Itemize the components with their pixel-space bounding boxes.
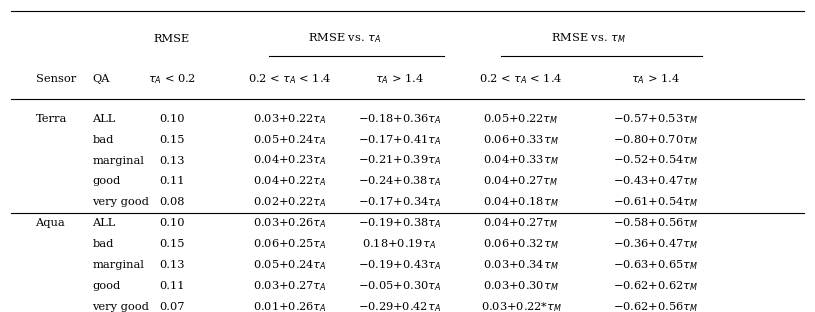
Text: 0.04+0.33$\tau_M$: 0.04+0.33$\tau_M$ bbox=[483, 154, 559, 168]
Text: 0.06+0.32$\tau_M$: 0.06+0.32$\tau_M$ bbox=[483, 237, 559, 251]
Text: QA: QA bbox=[92, 74, 110, 84]
Text: 0.13: 0.13 bbox=[159, 155, 185, 166]
Text: Aqua: Aqua bbox=[36, 218, 65, 228]
Text: 0.18+0.19$\tau_A$: 0.18+0.19$\tau_A$ bbox=[363, 237, 436, 251]
Text: $-$0.19+0.43$\tau_A$: $-$0.19+0.43$\tau_A$ bbox=[358, 258, 441, 272]
Text: $-$0.36+0.47$\tau_M$: $-$0.36+0.47$\tau_M$ bbox=[613, 237, 698, 251]
Text: $-$0.58+0.56$\tau_M$: $-$0.58+0.56$\tau_M$ bbox=[613, 216, 698, 230]
Text: 0.13: 0.13 bbox=[159, 260, 185, 270]
Text: RMSE vs. $\tau_M$: RMSE vs. $\tau_M$ bbox=[551, 32, 626, 46]
Text: $-$0.19+0.38$\tau_A$: $-$0.19+0.38$\tau_A$ bbox=[358, 216, 441, 230]
Text: $\tau_A$ < 0.2: $\tau_A$ < 0.2 bbox=[148, 72, 196, 85]
Text: 0.15: 0.15 bbox=[159, 135, 185, 145]
Text: 0.06+0.33$\tau_M$: 0.06+0.33$\tau_M$ bbox=[483, 133, 559, 147]
Text: 0.01+0.26$\tau_A$: 0.01+0.26$\tau_A$ bbox=[253, 300, 327, 312]
Text: marginal: marginal bbox=[92, 155, 144, 166]
Text: 0.04+0.23$\tau_A$: 0.04+0.23$\tau_A$ bbox=[253, 154, 327, 168]
Text: $-$0.62+0.62$\tau_M$: $-$0.62+0.62$\tau_M$ bbox=[613, 279, 698, 293]
Text: $-$0.29+0.42$\tau_A$: $-$0.29+0.42$\tau_A$ bbox=[358, 300, 441, 312]
Text: good: good bbox=[92, 176, 121, 187]
Text: $-$0.62+0.56$\tau_M$: $-$0.62+0.56$\tau_M$ bbox=[613, 300, 698, 312]
Text: 0.10: 0.10 bbox=[159, 218, 185, 228]
Text: $-$0.17+0.41$\tau_A$: $-$0.17+0.41$\tau_A$ bbox=[358, 133, 441, 147]
Text: 0.03+0.27$\tau_A$: 0.03+0.27$\tau_A$ bbox=[253, 279, 327, 293]
Text: $-$0.52+0.54$\tau_M$: $-$0.52+0.54$\tau_M$ bbox=[613, 154, 698, 168]
Text: 0.11: 0.11 bbox=[159, 176, 185, 187]
Text: $-$0.63+0.65$\tau_M$: $-$0.63+0.65$\tau_M$ bbox=[613, 258, 698, 272]
Text: 0.08: 0.08 bbox=[159, 197, 185, 207]
Text: Sensor: Sensor bbox=[36, 74, 76, 84]
Text: $\tau_A$ > 1.4: $\tau_A$ > 1.4 bbox=[631, 72, 680, 85]
Text: $-$0.05+0.30$\tau_A$: $-$0.05+0.30$\tau_A$ bbox=[358, 279, 441, 293]
Text: good: good bbox=[92, 281, 121, 291]
Text: $-$0.17+0.34$\tau_A$: $-$0.17+0.34$\tau_A$ bbox=[358, 195, 441, 209]
Text: 0.04+0.22$\tau_A$: 0.04+0.22$\tau_A$ bbox=[253, 174, 327, 188]
Text: 0.03+0.30$\tau_M$: 0.03+0.30$\tau_M$ bbox=[483, 279, 559, 293]
Text: marginal: marginal bbox=[92, 260, 144, 270]
Text: 0.15: 0.15 bbox=[159, 239, 185, 249]
Text: bad: bad bbox=[92, 135, 114, 145]
Text: 0.05+0.22$\tau_M$: 0.05+0.22$\tau_M$ bbox=[483, 112, 559, 126]
Text: $-$0.21+0.39$\tau_A$: $-$0.21+0.39$\tau_A$ bbox=[358, 154, 441, 168]
Text: $-$0.43+0.47$\tau_M$: $-$0.43+0.47$\tau_M$ bbox=[613, 174, 698, 188]
Text: 0.03+0.34$\tau_M$: 0.03+0.34$\tau_M$ bbox=[483, 258, 559, 272]
Text: $-$0.18+0.36$\tau_A$: $-$0.18+0.36$\tau_A$ bbox=[358, 112, 441, 126]
Text: $-$0.61+0.54$\tau_M$: $-$0.61+0.54$\tau_M$ bbox=[613, 195, 698, 209]
Text: 0.03+0.22*$\tau_M$: 0.03+0.22*$\tau_M$ bbox=[481, 300, 562, 312]
Text: 0.03+0.22$\tau_A$: 0.03+0.22$\tau_A$ bbox=[253, 112, 327, 126]
Text: ALL: ALL bbox=[92, 114, 116, 124]
Text: 0.04+0.27$\tau_M$: 0.04+0.27$\tau_M$ bbox=[483, 174, 559, 188]
Text: 0.04+0.18$\tau_M$: 0.04+0.18$\tau_M$ bbox=[483, 195, 559, 209]
Text: $-$0.80+0.70$\tau_M$: $-$0.80+0.70$\tau_M$ bbox=[613, 133, 698, 147]
Text: 0.06+0.25$\tau_A$: 0.06+0.25$\tau_A$ bbox=[253, 237, 327, 251]
Text: 0.05+0.24$\tau_A$: 0.05+0.24$\tau_A$ bbox=[253, 258, 327, 272]
Text: very good: very good bbox=[92, 302, 149, 312]
Text: 0.11: 0.11 bbox=[159, 281, 185, 291]
Text: bad: bad bbox=[92, 239, 114, 249]
Text: RMSE vs. $\tau_A$: RMSE vs. $\tau_A$ bbox=[308, 32, 381, 46]
Text: ALL: ALL bbox=[92, 218, 116, 228]
Text: 0.07: 0.07 bbox=[159, 302, 185, 312]
Text: 0.03+0.26$\tau_A$: 0.03+0.26$\tau_A$ bbox=[253, 216, 327, 230]
Text: Terra: Terra bbox=[36, 114, 67, 124]
Text: 0.2 < $\tau_A$ < 1.4: 0.2 < $\tau_A$ < 1.4 bbox=[248, 72, 332, 85]
Text: 0.05+0.24$\tau_A$: 0.05+0.24$\tau_A$ bbox=[253, 133, 327, 147]
Text: $-$0.24+0.38$\tau_A$: $-$0.24+0.38$\tau_A$ bbox=[358, 174, 441, 188]
Text: 0.02+0.22$\tau_A$: 0.02+0.22$\tau_A$ bbox=[253, 195, 327, 209]
Text: $\tau_A$ > 1.4: $\tau_A$ > 1.4 bbox=[375, 72, 424, 85]
Text: RMSE: RMSE bbox=[154, 34, 190, 44]
Text: 0.04+0.27$\tau_M$: 0.04+0.27$\tau_M$ bbox=[483, 216, 559, 230]
Text: 0.2 < $\tau_A$ < 1.4: 0.2 < $\tau_A$ < 1.4 bbox=[479, 72, 563, 85]
Text: 0.10: 0.10 bbox=[159, 114, 185, 124]
Text: very good: very good bbox=[92, 197, 149, 207]
Text: $-$0.57+0.53$\tau_M$: $-$0.57+0.53$\tau_M$ bbox=[613, 112, 698, 126]
